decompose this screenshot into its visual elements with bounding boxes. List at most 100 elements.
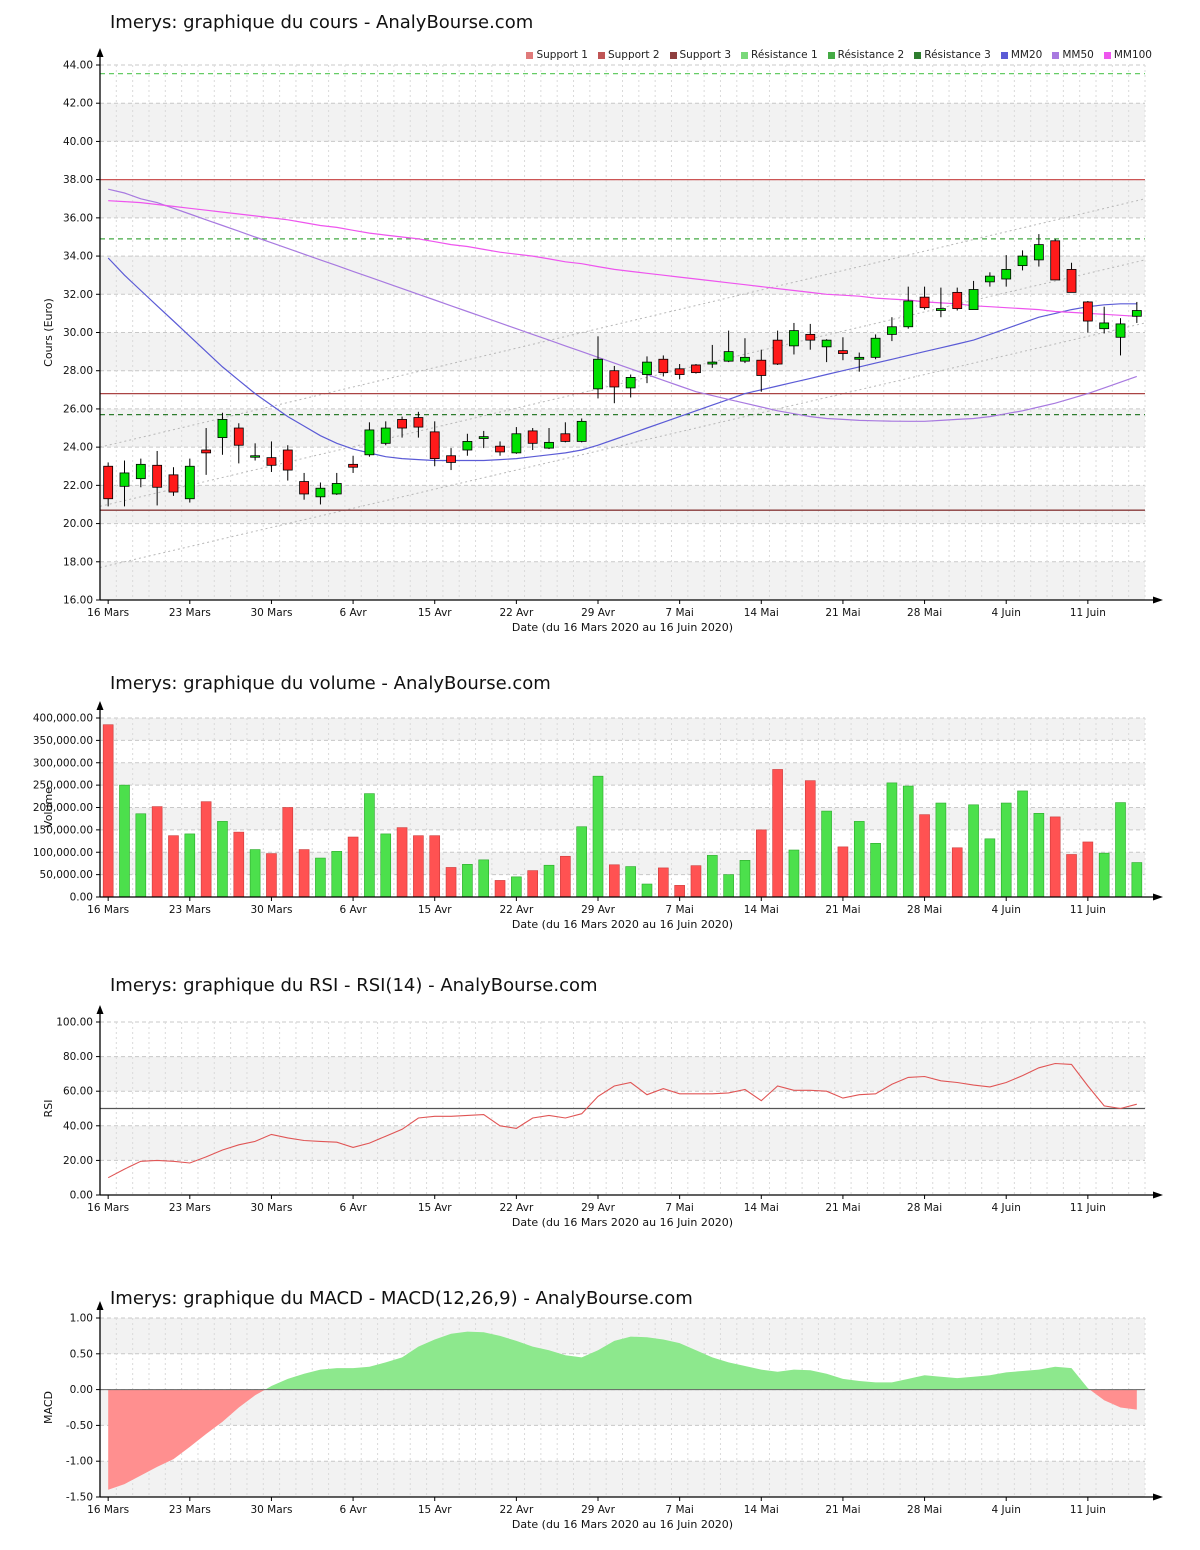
svg-text:80.00: 80.00 bbox=[63, 1051, 93, 1063]
legend-item-mm20: MM20 bbox=[1000, 49, 1042, 61]
price-chart-legend: Support 1 Support 2 Support 3 Résistance 1 R… bbox=[526, 49, 1152, 61]
svg-text:21 Mai: 21 Mai bbox=[825, 904, 860, 916]
rsi-line bbox=[107, 1062, 1137, 1179]
svg-text:15 Avr: 15 Avr bbox=[418, 1202, 452, 1214]
svg-text:15 Avr: 15 Avr bbox=[418, 904, 452, 916]
svg-text:11 Juin: 11 Juin bbox=[1070, 607, 1106, 619]
svg-text:20.00: 20.00 bbox=[63, 518, 93, 530]
volume-chart-title: Imerys: graphique du volume - AnalyBours… bbox=[110, 673, 551, 694]
rsi-chart-section: Imerys: graphique du RSI - RSI(14) - Ana… bbox=[0, 955, 1200, 1260]
svg-text:30 Mars: 30 Mars bbox=[250, 1504, 292, 1516]
legend-swatch-icon bbox=[669, 51, 677, 59]
svg-text:6 Avr: 6 Avr bbox=[340, 904, 368, 916]
svg-text:38.00: 38.00 bbox=[63, 174, 93, 186]
svg-text:18.00: 18.00 bbox=[63, 556, 93, 568]
svg-text:4 Juin: 4 Juin bbox=[992, 1202, 1021, 1214]
price-chart-title: Imerys: graphique du cours - AnalyBourse… bbox=[110, 12, 534, 33]
svg-text:150,000.00: 150,000.00 bbox=[33, 824, 93, 836]
legend-item-support-2: Support 2 bbox=[597, 49, 660, 61]
svg-text:0.00: 0.00 bbox=[70, 1384, 93, 1396]
rsi-chart-title: Imerys: graphique du RSI - RSI(14) - Ana… bbox=[110, 975, 598, 996]
svg-text:44.00: 44.00 bbox=[63, 60, 93, 72]
svg-text:16 Mars: 16 Mars bbox=[87, 1504, 129, 1516]
macd-chart-canvas: -1.50 -1.00 -0.50 0.00 0.50 1.00 16 Mars 23 Mar… bbox=[42, 1301, 1163, 1531]
legend-label: MM100 bbox=[1113, 49, 1152, 61]
svg-text:7 Mai: 7 Mai bbox=[665, 904, 693, 916]
svg-text:14 Mai: 14 Mai bbox=[744, 607, 779, 619]
svg-text:7 Mai: 7 Mai bbox=[665, 1504, 693, 1516]
legend-item-mm50: MM50 bbox=[1052, 49, 1094, 61]
svg-text:28 Mai: 28 Mai bbox=[907, 904, 942, 916]
svg-text:21 Mai: 21 Mai bbox=[825, 1504, 860, 1516]
svg-text:Date (du 16 Mars 2020 au 16 Ju: Date (du 16 Mars 2020 au 16 Juin 2020) bbox=[512, 621, 733, 634]
svg-text:11 Juin: 11 Juin bbox=[1070, 1202, 1106, 1214]
svg-text:42.00: 42.00 bbox=[63, 98, 93, 110]
legend-swatch-icon bbox=[741, 51, 749, 59]
svg-text:16 Mars: 16 Mars bbox=[87, 1202, 129, 1214]
legend-item-r-sistance-3: Résistance 3 bbox=[914, 49, 991, 61]
legend-item-mm100: MM100 bbox=[1103, 49, 1152, 61]
svg-text:29 Avr: 29 Avr bbox=[581, 1202, 615, 1214]
svg-text:24.00: 24.00 bbox=[63, 442, 93, 454]
price-chart-section: Imerys: graphique du cours - AnalyBourse… bbox=[0, 0, 1200, 650]
svg-text:16 Mars: 16 Mars bbox=[87, 607, 129, 619]
svg-text:MACD: MACD bbox=[42, 1391, 55, 1424]
svg-text:Date (du 16 Mars 2020 au 16 Ju: Date (du 16 Mars 2020 au 16 Juin 2020) bbox=[512, 1216, 733, 1229]
svg-text:300,000.00: 300,000.00 bbox=[33, 757, 93, 769]
legend-item-r-sistance-1: Résistance 1 bbox=[741, 49, 818, 61]
legend-swatch-icon bbox=[1052, 51, 1060, 59]
svg-text:-1.50: -1.50 bbox=[66, 1492, 93, 1504]
svg-text:29 Avr: 29 Avr bbox=[581, 607, 615, 619]
svg-text:23 Mars: 23 Mars bbox=[169, 1202, 211, 1214]
svg-text:15 Avr: 15 Avr bbox=[418, 607, 452, 619]
svg-text:0.00: 0.00 bbox=[70, 1190, 93, 1202]
legend-item-support-1: Support 1 bbox=[526, 49, 588, 61]
svg-text:-1.00: -1.00 bbox=[66, 1456, 93, 1468]
svg-text:100,000.00: 100,000.00 bbox=[33, 847, 93, 859]
legend-label: Résistance 1 bbox=[751, 49, 818, 61]
svg-text:14 Mai: 14 Mai bbox=[744, 1202, 779, 1214]
svg-text:0.50: 0.50 bbox=[70, 1348, 93, 1360]
price-chart-canvas: 16.00 18.00 20.00 22.00 24.00 26.00 28.00 30.00… bbox=[42, 48, 1163, 634]
svg-text:34.00: 34.00 bbox=[63, 251, 93, 263]
svg-text:30 Mars: 30 Mars bbox=[250, 1202, 292, 1214]
svg-text:28.00: 28.00 bbox=[63, 365, 93, 377]
svg-text:100.00: 100.00 bbox=[56, 1017, 93, 1029]
svg-text:50,000.00: 50,000.00 bbox=[40, 869, 93, 881]
svg-text:14 Mai: 14 Mai bbox=[744, 1504, 779, 1516]
svg-text:23 Mars: 23 Mars bbox=[169, 607, 211, 619]
legend-label: Support 2 bbox=[607, 49, 660, 61]
macd-chart-title: Imerys: graphique du MACD - MACD(12,26,9… bbox=[110, 1288, 693, 1309]
legend-swatch-icon bbox=[526, 51, 534, 59]
svg-text:Cours (Euro): Cours (Euro) bbox=[42, 298, 55, 367]
svg-text:4 Juin: 4 Juin bbox=[992, 904, 1021, 916]
legend-swatch-icon bbox=[914, 51, 922, 59]
legend-label: Support 1 bbox=[536, 49, 588, 61]
svg-text:15 Avr: 15 Avr bbox=[418, 1504, 452, 1516]
svg-text:23 Mars: 23 Mars bbox=[169, 904, 211, 916]
svg-text:14 Mai: 14 Mai bbox=[744, 904, 779, 916]
svg-text:22 Avr: 22 Avr bbox=[499, 1202, 533, 1214]
volume-chart-section: Imerys: graphique du volume - AnalyBours… bbox=[0, 650, 1200, 955]
svg-text:28 Mai: 28 Mai bbox=[907, 607, 942, 619]
svg-text:RSI: RSI bbox=[42, 1100, 55, 1118]
svg-text:29 Avr: 29 Avr bbox=[581, 1504, 615, 1516]
svg-text:29 Avr: 29 Avr bbox=[581, 904, 615, 916]
svg-text:16 Mars: 16 Mars bbox=[87, 904, 129, 916]
legend-item-support-3: Support 3 bbox=[669, 49, 731, 61]
svg-text:28 Mai: 28 Mai bbox=[907, 1202, 942, 1214]
svg-text:22 Avr: 22 Avr bbox=[499, 904, 533, 916]
svg-text:30 Mars: 30 Mars bbox=[250, 904, 292, 916]
svg-text:22 Avr: 22 Avr bbox=[499, 607, 533, 619]
svg-text:1.00: 1.00 bbox=[70, 1313, 93, 1325]
legend-swatch-icon bbox=[1103, 51, 1111, 59]
svg-text:26.00: 26.00 bbox=[63, 403, 93, 415]
svg-text:Date (du 16 Mars 2020 au 16 Ju: Date (du 16 Mars 2020 au 16 Juin 2020) bbox=[512, 918, 733, 931]
svg-text:23 Mars: 23 Mars bbox=[169, 1504, 211, 1516]
svg-text:20.00: 20.00 bbox=[63, 1155, 93, 1167]
svg-text:16.00: 16.00 bbox=[63, 595, 93, 607]
volume-chart-canvas: 0.00 50,000.00 100,000.00 150,000.00 200,000… bbox=[33, 701, 1163, 931]
svg-text:60.00: 60.00 bbox=[63, 1086, 93, 1098]
svg-text:11 Juin: 11 Juin bbox=[1070, 1504, 1106, 1516]
